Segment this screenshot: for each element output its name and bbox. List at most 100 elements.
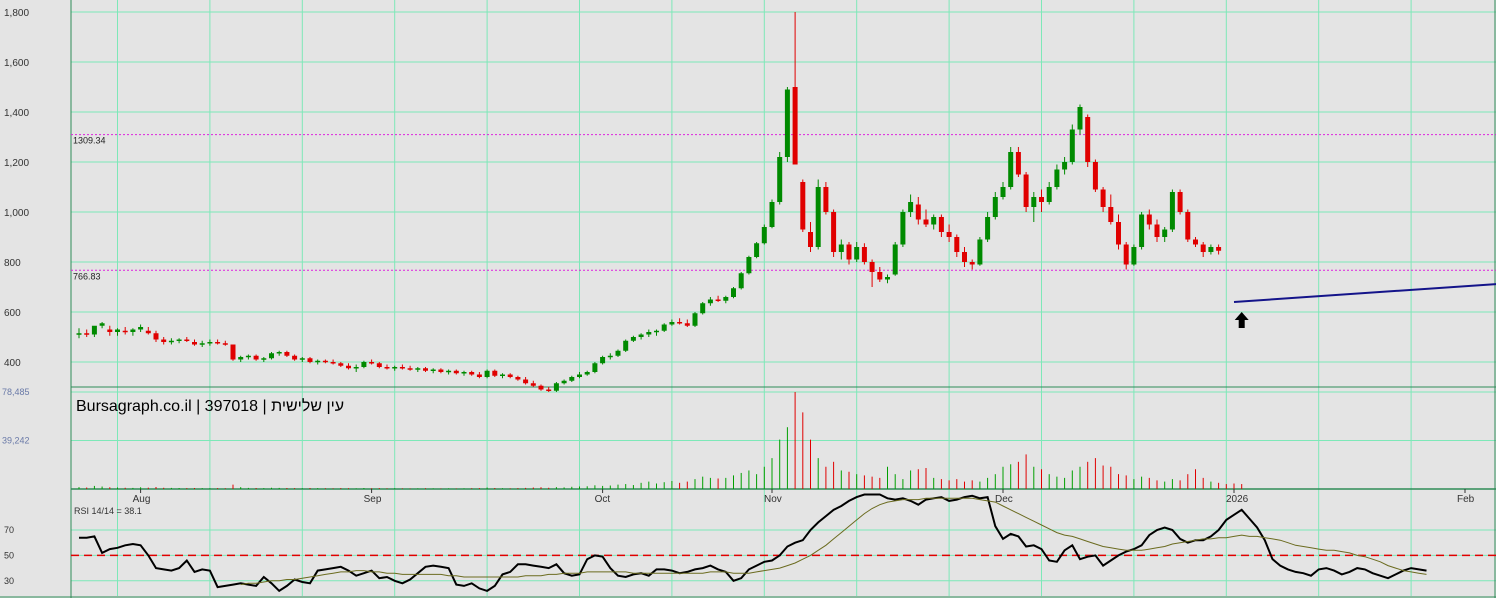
vertical-grid [117, 0, 1412, 596]
candle-body [430, 369, 436, 371]
candle-body [168, 340, 174, 343]
candle-body [700, 303, 706, 314]
candle-body [615, 350, 621, 356]
candle-body [831, 212, 837, 252]
candle-body [954, 237, 960, 252]
candle-body [761, 227, 767, 244]
price-tick-label: 1,400 [4, 108, 29, 119]
candle-body [315, 360, 321, 363]
volume-bars [78, 392, 1243, 489]
candle-body [346, 365, 351, 369]
candle-body [1039, 197, 1044, 202]
candle-body [122, 330, 128, 333]
candle-body [1000, 187, 1006, 197]
candle-body [161, 339, 167, 342]
candle-body [746, 257, 752, 274]
candle-body [1015, 152, 1021, 175]
candle-body [969, 262, 975, 265]
candle-body [1200, 244, 1206, 252]
candle-body [91, 325, 97, 335]
trendline [1233, 283, 1496, 303]
candlesticks [76, 12, 1222, 392]
candle-body [399, 367, 405, 369]
candle-body [1023, 174, 1029, 207]
price-tick-label: 1,800 [4, 8, 29, 19]
candle-body [453, 370, 459, 374]
candle-body [962, 252, 967, 262]
candle-body [1208, 247, 1214, 252]
candle-body [692, 313, 698, 326]
candle-body [407, 368, 413, 370]
candle-body [638, 334, 644, 337]
up-arrow-icon [1234, 312, 1249, 328]
rsi-title: RSI 14/14 = 38.1 [74, 506, 142, 516]
candle-body [684, 323, 690, 326]
candle-body [654, 330, 659, 333]
candle-body [584, 372, 590, 375]
candle-body [669, 322, 675, 325]
candle-body [446, 370, 452, 373]
candle-body [630, 337, 636, 341]
candle-body [538, 385, 544, 390]
volume-tick-label: 39,242 [2, 436, 30, 446]
candle-body [908, 202, 914, 212]
x-tick-label: Dec [995, 494, 1013, 505]
candle-body [253, 355, 259, 360]
candle-body [84, 333, 90, 335]
candle-body [484, 370, 490, 377]
candle-body [769, 202, 775, 227]
candle-body [222, 343, 228, 345]
candle-body [623, 340, 629, 351]
candle-body [1216, 247, 1222, 251]
candle-body [1139, 214, 1145, 247]
candle-body [569, 377, 575, 381]
candle-body [476, 374, 482, 377]
candle-body [107, 329, 113, 332]
candle-body [946, 232, 952, 237]
candle-body [384, 367, 390, 369]
reference-line-label: 1309.34 [73, 136, 106, 146]
candle-body [1131, 247, 1137, 265]
candle-body [99, 323, 105, 326]
candle-body [1169, 192, 1175, 230]
candle-body [353, 367, 359, 369]
candle-body [130, 329, 136, 332]
candle-body [1054, 169, 1060, 187]
candle-body [145, 330, 151, 334]
rsi-tick-label: 30 [4, 576, 14, 586]
candle-body [1116, 222, 1121, 245]
candle-body [600, 357, 606, 364]
price-tick-label: 1,200 [4, 158, 29, 169]
candle-body [438, 369, 444, 372]
candle-body [823, 187, 829, 212]
candle-body [369, 362, 375, 364]
candle-body [877, 272, 883, 280]
candle-body [715, 299, 721, 301]
candle-body [1031, 197, 1037, 207]
candle-body [900, 212, 906, 245]
rsi-tick-label: 50 [4, 550, 14, 560]
price-tick-label: 800 [4, 258, 21, 269]
candle-body [846, 244, 852, 260]
x-tick-label: Aug [133, 494, 151, 505]
candle-body [815, 187, 821, 247]
candle-body [553, 383, 559, 391]
candle-body [723, 297, 729, 301]
candle-body [338, 363, 344, 366]
candle-body [1162, 229, 1168, 237]
candle-body [577, 374, 582, 377]
candle-body [800, 182, 806, 230]
plot-background [71, 0, 1496, 598]
candle-body [284, 352, 290, 356]
candle-body [392, 367, 398, 369]
rsi-tick-label: 70 [4, 525, 14, 535]
candle-body [361, 362, 367, 367]
candle-body [1077, 107, 1083, 130]
candle-body [1085, 117, 1091, 162]
candle-body [261, 358, 267, 360]
price-tick-label: 600 [4, 308, 21, 319]
chart-banner: Bursagraph.co.il | 397018 | עין שלישית [76, 397, 344, 415]
candle-body [607, 355, 613, 358]
candle-body [923, 219, 929, 225]
